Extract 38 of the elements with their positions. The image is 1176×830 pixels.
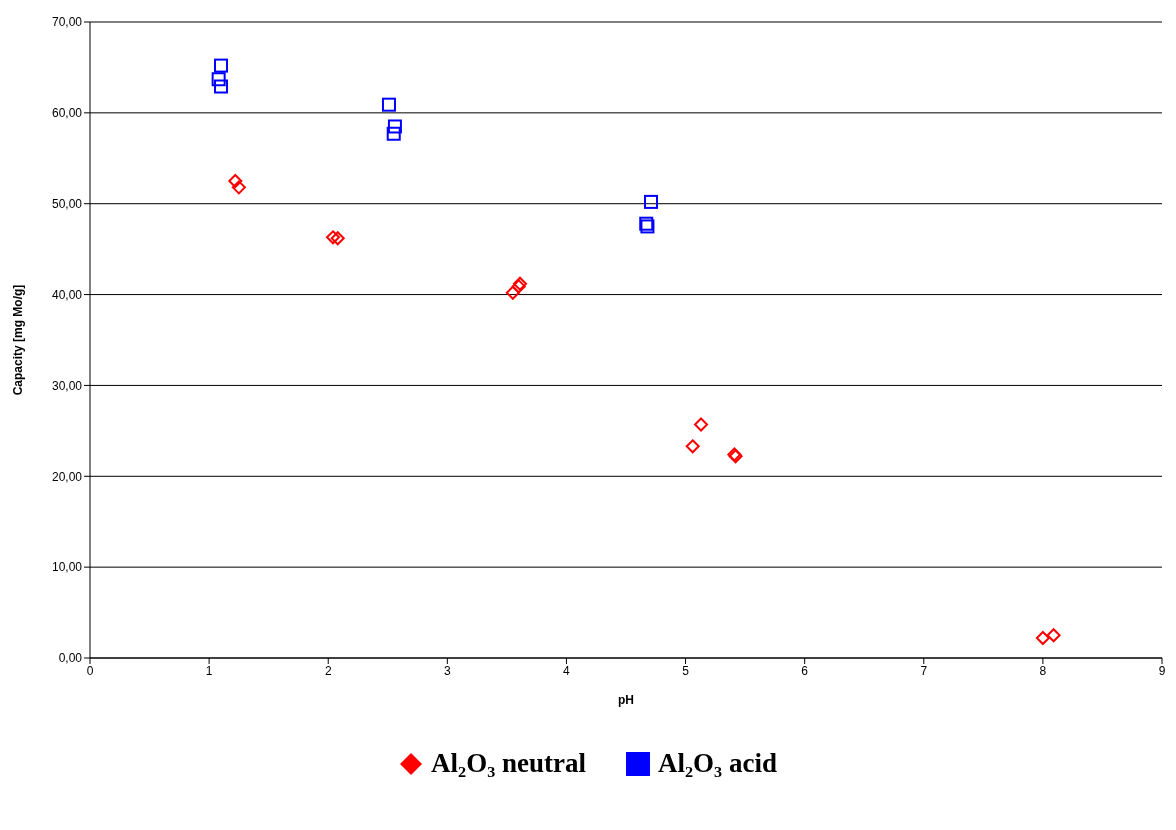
x-tick-label: 5 — [682, 663, 690, 678]
x-tick-label: 6 — [801, 663, 809, 678]
point — [325, 230, 340, 245]
y-tick-label: 40,00 — [51, 287, 83, 302]
legend-label: Al₂O₃ neutral — [431, 748, 586, 779]
y-tick-label: 10,00 — [51, 560, 83, 575]
x-tick-label: 3 — [443, 663, 451, 678]
x-tick-label: 1 — [205, 663, 213, 678]
legend-label: Al₂O₃ acid — [657, 748, 777, 779]
point — [214, 58, 229, 73]
point — [231, 180, 246, 195]
point — [387, 119, 402, 134]
x-tick-label: 0 — [86, 663, 94, 678]
y-tick-label: 60,00 — [51, 106, 83, 121]
y-tick-label: 50,00 — [51, 196, 83, 211]
y-tick-label: 70,00 — [51, 15, 83, 30]
point — [694, 417, 709, 432]
y-tick-label: 30,00 — [51, 378, 83, 393]
point — [1035, 631, 1050, 646]
point — [644, 194, 659, 209]
x-tick-label: 8 — [1039, 663, 1047, 678]
point — [381, 97, 396, 112]
point — [1046, 628, 1061, 643]
x-tick-label: 4 — [563, 663, 571, 678]
y-tick-label: 20,00 — [51, 469, 83, 484]
point — [505, 285, 520, 300]
y-tick-label: 0,00 — [58, 651, 83, 666]
x-tick-label: 9 — [1158, 663, 1166, 678]
y-axis-title: Capacity [mg Mo/g] — [11, 284, 26, 396]
point — [685, 439, 700, 454]
point — [214, 79, 229, 94]
point — [228, 174, 243, 188]
point — [330, 231, 345, 246]
x-tick-label: 2 — [324, 663, 332, 678]
point — [386, 126, 401, 141]
x-tick-label: 7 — [920, 663, 928, 678]
x-axis-title: pH — [618, 693, 634, 707]
point — [211, 72, 226, 87]
